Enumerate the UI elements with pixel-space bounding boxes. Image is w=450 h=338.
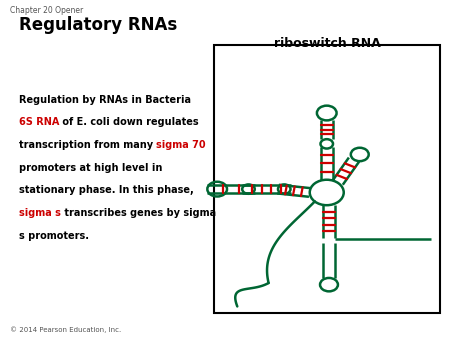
Text: sigma s: sigma s <box>19 208 61 218</box>
Text: of E. coli down regulates: of E. coli down regulates <box>59 117 199 127</box>
Text: riboswitch RNA: riboswitch RNA <box>274 37 381 50</box>
Text: s promoters.: s promoters. <box>19 231 89 241</box>
Text: Regulatory RNAs: Regulatory RNAs <box>19 17 178 34</box>
Text: © 2014 Pearson Education, Inc.: © 2014 Pearson Education, Inc. <box>10 326 122 333</box>
Text: sigma 70: sigma 70 <box>156 140 206 150</box>
Text: Chapter 20 Opener: Chapter 20 Opener <box>10 6 84 16</box>
Text: promoters at high level in: promoters at high level in <box>19 163 162 173</box>
Text: 6S RNA: 6S RNA <box>19 117 60 127</box>
Text: Regulation by RNAs in Bacteria: Regulation by RNAs in Bacteria <box>19 95 191 105</box>
Text: stationary phase. In this phase,: stationary phase. In this phase, <box>19 186 194 195</box>
Text: transcription from many: transcription from many <box>19 140 157 150</box>
Text: transcribes genes by sigma: transcribes genes by sigma <box>61 208 216 218</box>
Bar <box>214 45 440 313</box>
